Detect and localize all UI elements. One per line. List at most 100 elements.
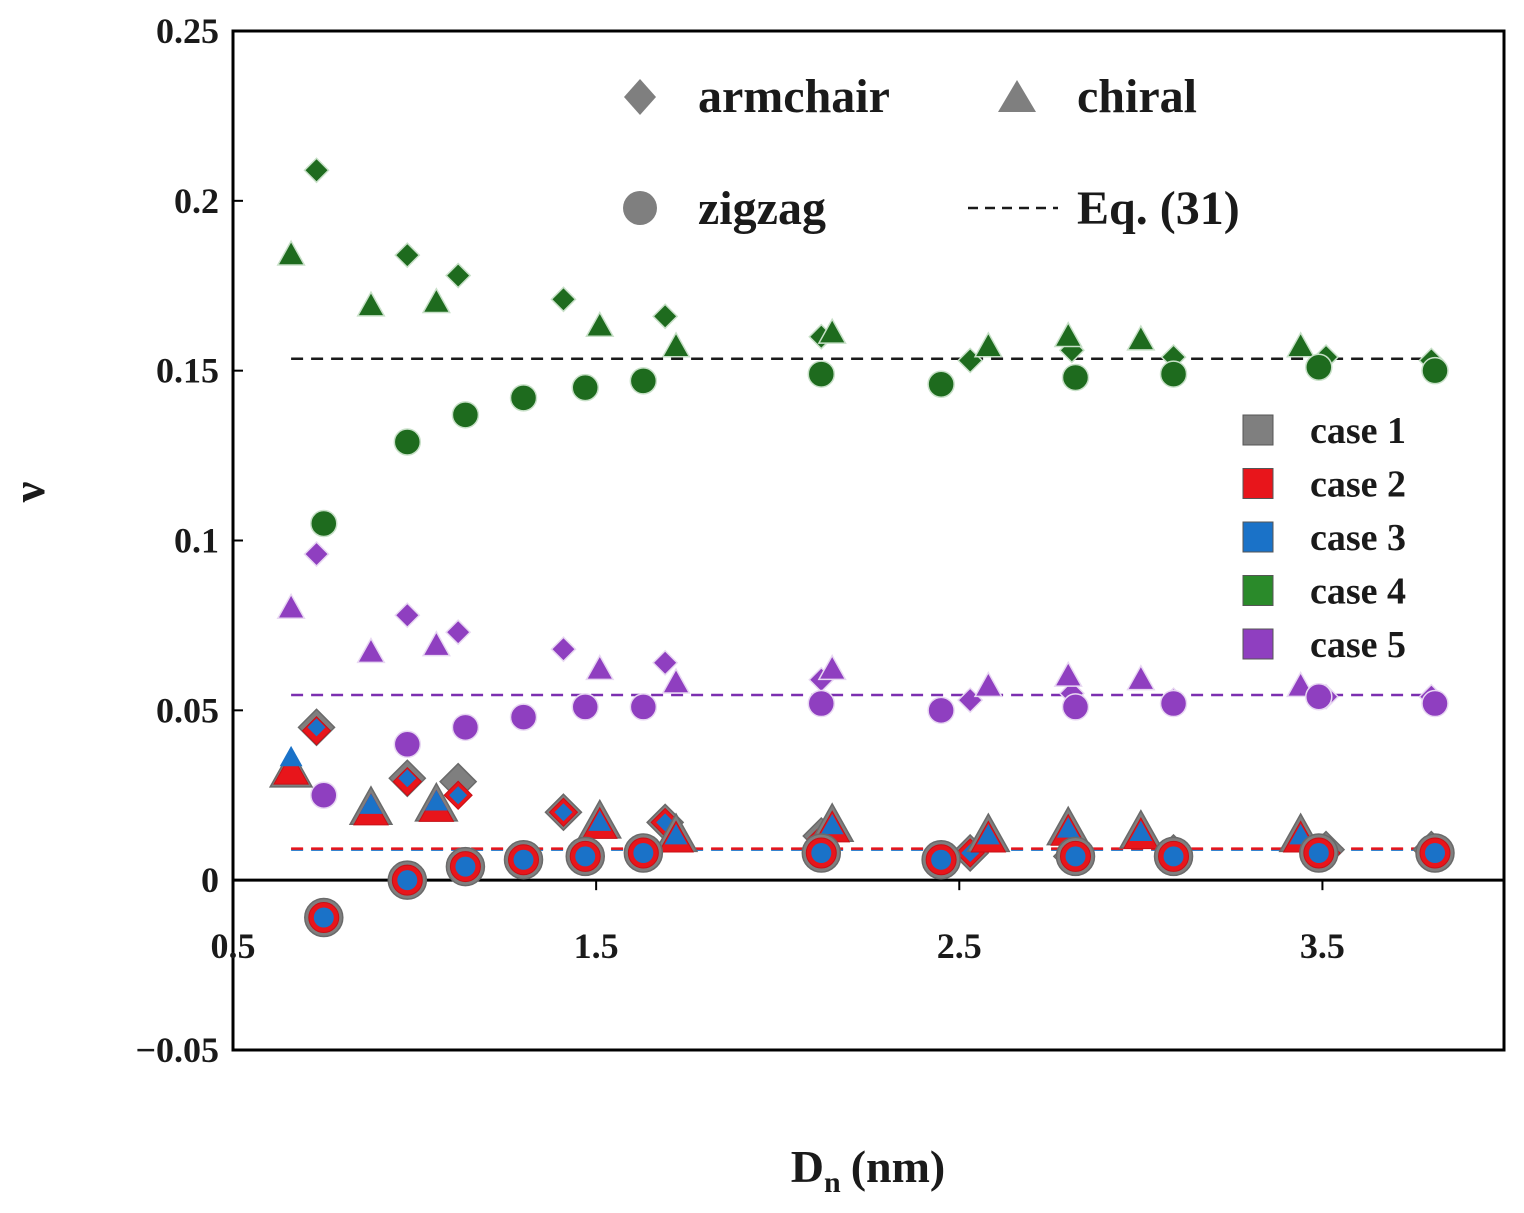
legend-label-chiral: chiral [1077,70,1197,123]
circle-point [509,384,538,412]
triangle-point [817,317,847,344]
triangle-point [421,630,451,657]
triangle-point [664,824,688,845]
y-tick-label: 0.05 [156,690,219,730]
diamond-point [445,262,472,289]
triangle-point [817,654,847,681]
circle-point [1163,846,1184,867]
circle-point [509,703,538,731]
y-axis-label: ν [3,482,54,504]
x-tick-label: 0.5 [211,926,256,966]
triangle-point [1053,660,1083,687]
circle-point [397,870,418,891]
eq31-lines [291,357,1439,851]
circle-point [571,693,599,721]
triangle-point [424,790,448,811]
circle-point [1065,846,1086,867]
x-axis-label: Dn (nm) [791,1141,945,1199]
legend-item-armchair: armchair [624,70,890,123]
circle-point [451,401,480,429]
legend-swatch [1242,468,1274,499]
circle-point [1421,689,1449,718]
circle-point [455,856,476,877]
triangle-point [359,793,383,814]
x-axis-label-unit: (nm) [851,1141,946,1192]
diamond-point [394,602,421,629]
triangle-point [1053,321,1083,348]
circle-point [629,367,658,395]
triangle-point [661,331,691,358]
legend-swatch [1242,575,1274,606]
circle-point [807,689,836,718]
legend-item-chiral: chiral [998,70,1197,123]
diamond-point [449,786,468,805]
diamond-point [398,769,417,788]
y-tick-label: 0 [201,860,219,900]
legend-swatch [1242,521,1274,553]
triangle-point [1129,820,1153,842]
legend-label-zigzag: zigzag [698,182,826,235]
case-legend: case 1 case 2 case 3 case 4 case 5 [1242,410,1406,666]
circle-point [1308,842,1329,863]
triangle-point [661,667,691,694]
diamond-point [652,303,679,330]
y-tick-label: −0.05 [135,1030,219,1070]
x-tick-label: 1.5 [574,926,619,966]
legend-label: case 2 [1310,464,1406,506]
legend-label: case 3 [1310,517,1406,559]
circle-point [310,509,338,538]
legend-swatch [1242,628,1274,660]
y-tick-label: 0.15 [156,351,219,391]
circle-point [1421,356,1449,385]
legend-item-eq31: Eq. (31) [968,182,1240,235]
y-tick-label: 0.2 [174,181,219,221]
diamond-point [445,619,472,646]
x-axis-ticks: 0.5 1.5 2.5 3.5 [211,880,1345,966]
circle-point [310,781,338,809]
circle-point [1425,842,1446,863]
triangle-point [585,654,615,681]
circle-point [575,846,596,867]
circle-point [393,730,422,759]
circle-point [451,713,480,742]
triangle-point [273,752,310,785]
legend-label-armchair: armchair [698,70,890,123]
triangle-point [279,745,303,767]
triangle-point [276,592,306,619]
circle-point [1305,682,1333,711]
triangle-point [976,824,1000,845]
triangle-point [276,239,306,266]
diamond-point [554,803,573,822]
diamond-point [652,649,679,676]
marker-legend: armchair chiral zigzag Eq. (31) [623,70,1240,235]
y-tick-label: 0.25 [156,11,219,51]
x-axis-label-subscript: n [824,1166,841,1199]
circle-point [931,849,952,870]
triangle-point [820,813,844,835]
triangle-point [1056,817,1080,838]
circle-point [1061,363,1090,392]
diamond-icon [624,79,656,115]
diamond-point [550,636,577,663]
circle-point [393,428,422,456]
legend-swatch [1242,414,1274,446]
circle-point [629,693,658,721]
legend-item-zigzag: zigzag [623,182,826,235]
circle-point [811,842,832,863]
circle-point [927,696,955,725]
triangle-point [585,310,615,338]
circle-point [1159,360,1188,388]
triangle-point [356,290,386,317]
x-axis-label-main: D [791,1141,824,1192]
legend-label: case 5 [1310,624,1406,666]
triangle-icon [998,80,1036,112]
diamond-point [303,541,330,568]
circle-point [807,360,836,388]
triangle-point [421,287,451,314]
triangle-point [588,810,612,831]
circle-point [633,842,654,863]
circle-point [927,370,955,399]
circle-point [1159,689,1188,718]
